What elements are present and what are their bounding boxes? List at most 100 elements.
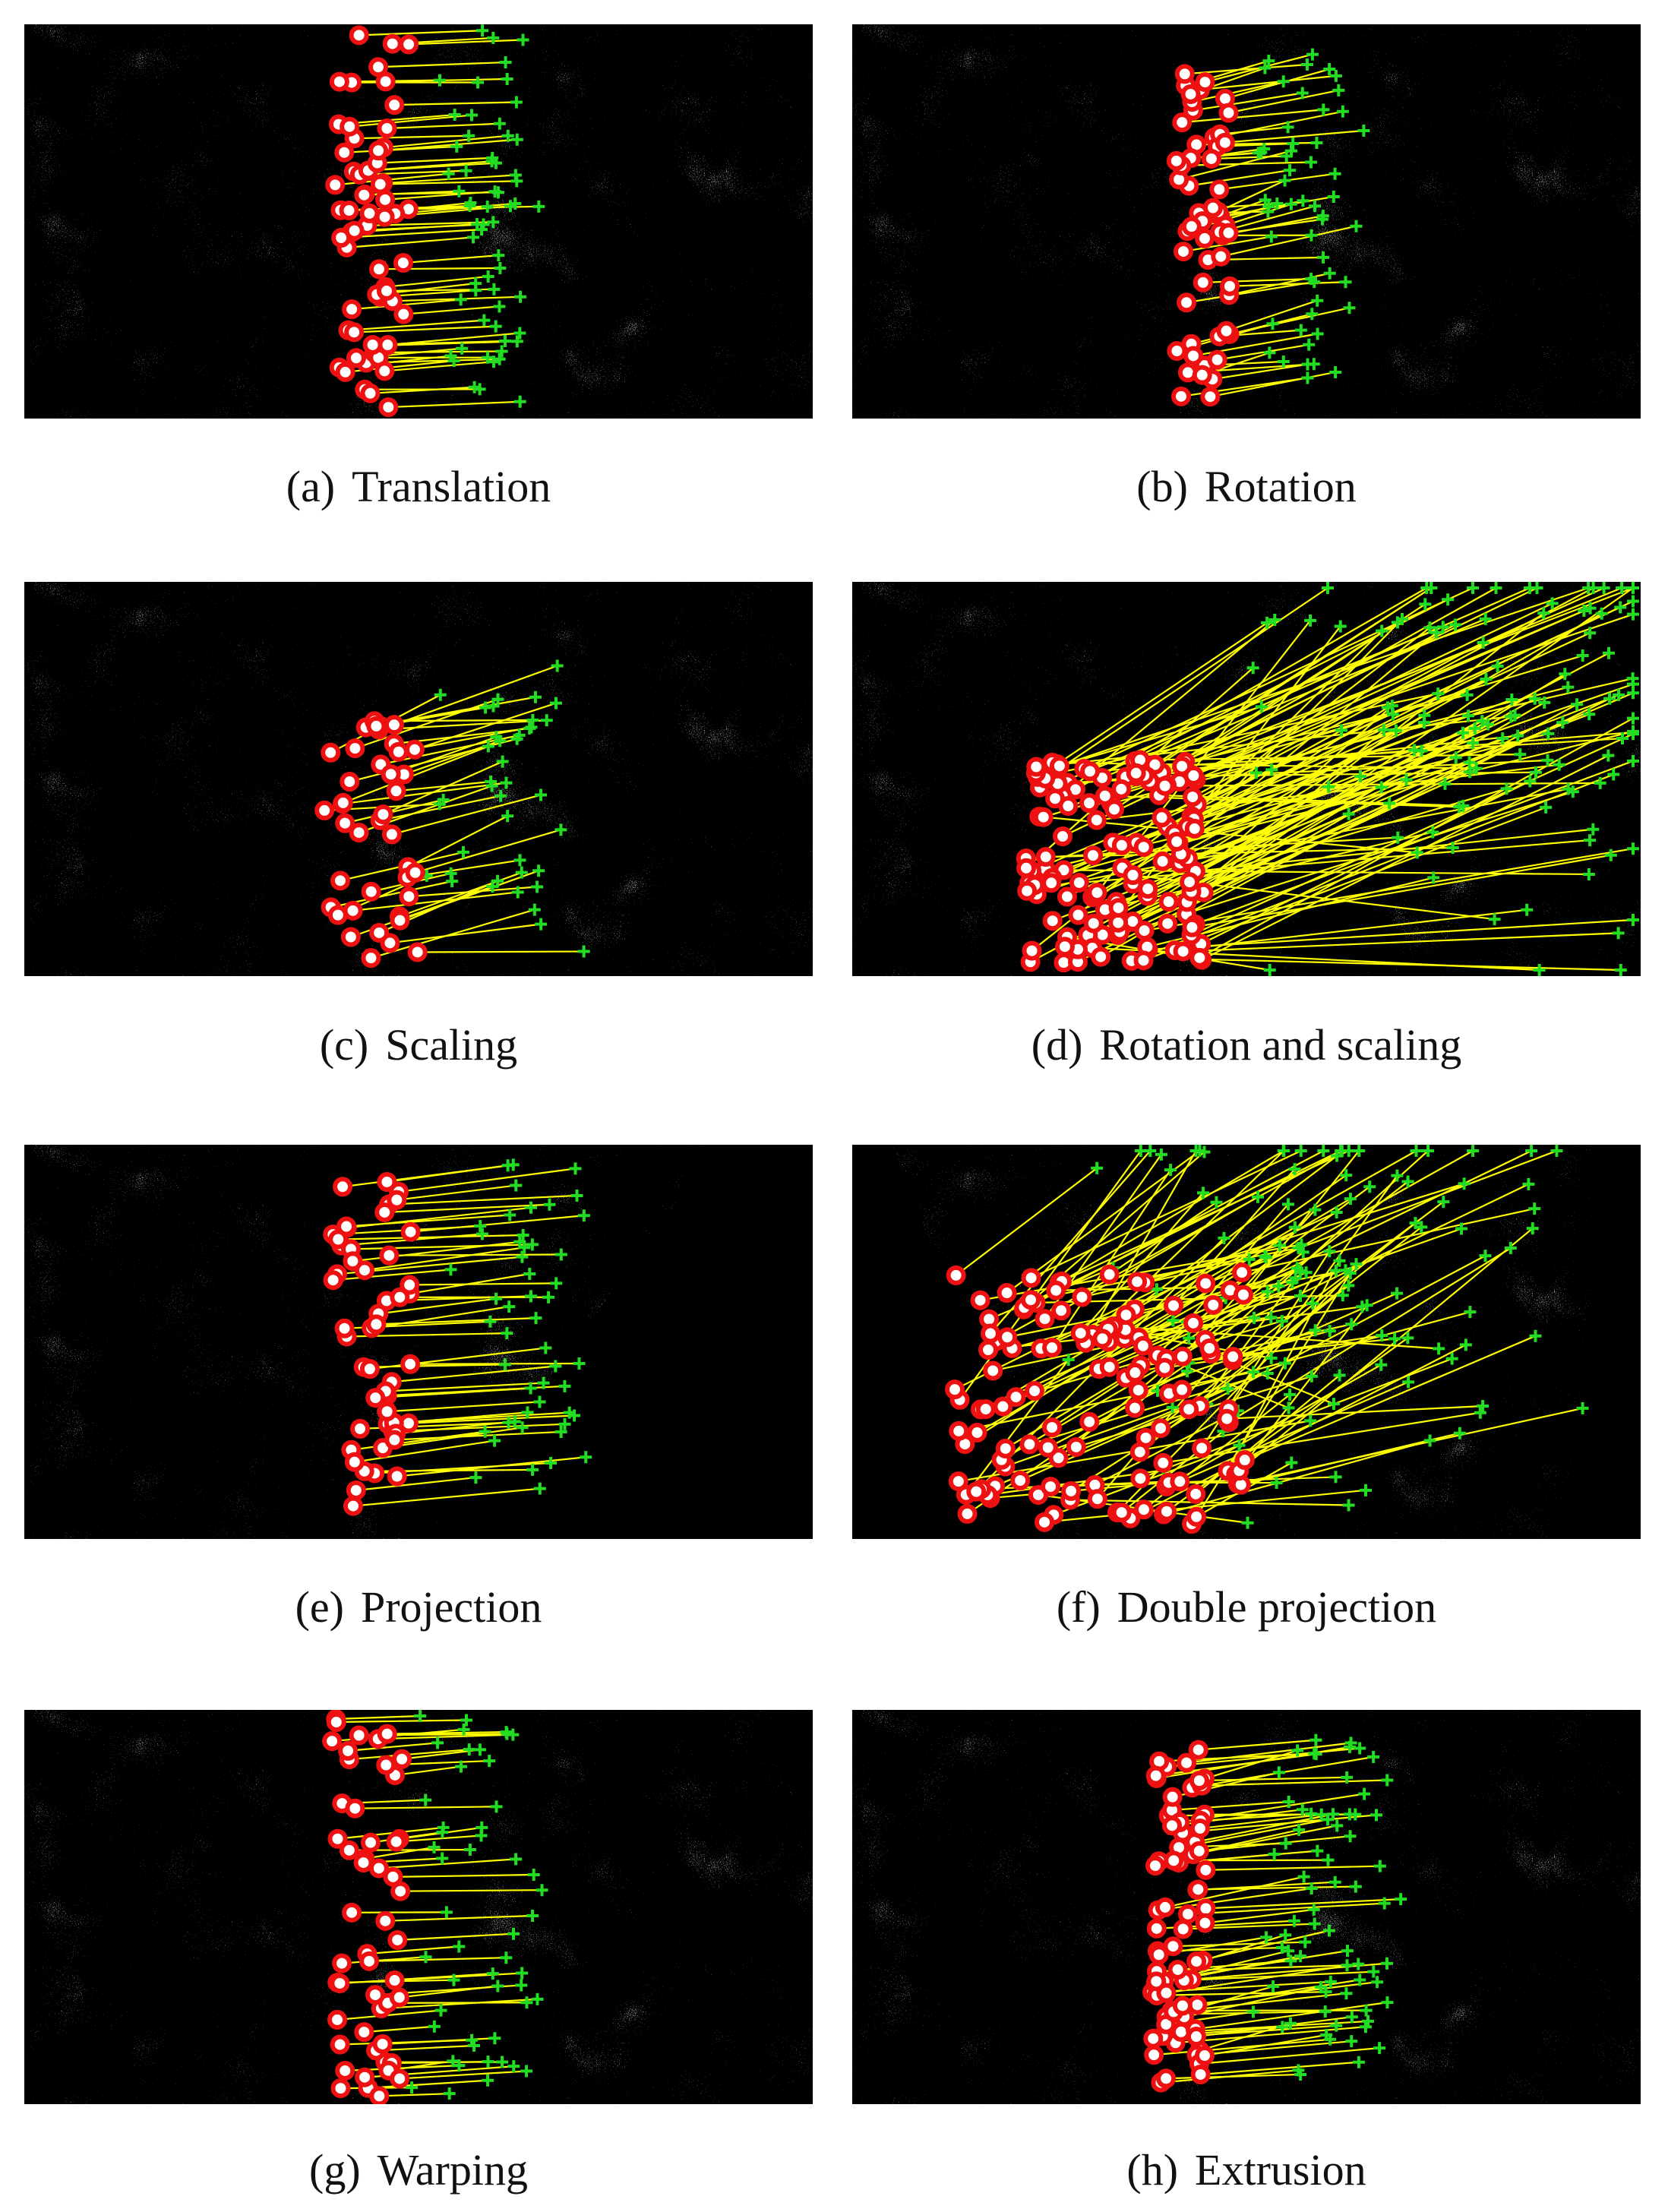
match-cross: [1340, 1169, 1353, 1182]
match-cross: [488, 185, 501, 198]
match-cross: [1284, 198, 1297, 210]
match-cross: [526, 1238, 539, 1251]
keypoint: [1203, 1294, 1224, 1315]
match-cross: [1322, 1924, 1335, 1937]
match-line: [1161, 631, 1437, 862]
match-line: [1060, 1196, 1259, 1312]
keypoint: [1195, 1913, 1215, 1933]
match-line: [1201, 958, 1621, 972]
keypoint: [1128, 1380, 1148, 1401]
match-line: [394, 1972, 523, 1982]
match-line: [1199, 2022, 1291, 2052]
match-line: [415, 829, 561, 874]
match-cross: [1197, 1187, 1210, 1199]
match-line: [1082, 1258, 1249, 1298]
match-cross: [1386, 708, 1399, 721]
match-cross: [1375, 781, 1388, 794]
keypoint: [1183, 787, 1203, 807]
keypoint: [383, 1866, 403, 1887]
caption-text: Translation: [352, 462, 551, 511]
match-line: [355, 1806, 497, 1809]
match-cross: [479, 701, 492, 714]
match-cross: [460, 164, 472, 177]
keypoint: [362, 334, 383, 355]
match-line: [1208, 1150, 1429, 1349]
match-cross: [1155, 1148, 1167, 1161]
keypoint: [1046, 1280, 1066, 1300]
keypoint: [1155, 776, 1175, 796]
keypoint: [1195, 228, 1215, 248]
match-line: [1155, 1753, 1316, 1777]
match-cross: [520, 2065, 533, 2078]
match-line: [1196, 1929, 1330, 1963]
match-cross: [489, 320, 502, 333]
match-line: [355, 1476, 476, 1492]
caption-label: (g): [309, 2145, 361, 2195]
match-line: [1205, 1908, 1314, 1924]
match-cross: [531, 880, 544, 893]
image-texture: [24, 1710, 813, 2104]
match-cross: [535, 918, 548, 931]
match-line: [1094, 1410, 1239, 1486]
match-line: [1192, 641, 1484, 798]
match-cross: [1286, 1276, 1299, 1289]
match-line: [333, 1269, 451, 1281]
match-cross: [1453, 1427, 1466, 1439]
keypoint: [1061, 1480, 1082, 1501]
match-line: [1199, 1835, 1351, 1852]
match-cross: [1285, 1456, 1298, 1469]
match-cross: [532, 200, 545, 213]
match-line: [955, 1167, 1098, 1276]
match-line: [1179, 1381, 1409, 1483]
keypoint: [330, 2034, 350, 2055]
match-cross: [1294, 2068, 1307, 2081]
match-line: [1201, 754, 1609, 961]
match-line: [385, 1914, 533, 1922]
keypoint: [1186, 2027, 1207, 2047]
keypoint: [1223, 1347, 1243, 1367]
match-cross: [1322, 1853, 1335, 1866]
match-line: [1044, 1489, 1366, 1523]
match-cross: [577, 1209, 590, 1222]
match-cross: [517, 33, 529, 46]
match-cross: [1358, 1787, 1371, 1800]
keypoint: [1188, 1740, 1208, 1760]
match-cross: [487, 216, 500, 229]
match-line: [1165, 1364, 1382, 1487]
sar-image: [852, 1710, 1641, 2104]
keypoint: [1166, 150, 1186, 171]
keypoint: [995, 1438, 1016, 1458]
match-cross: [1273, 1239, 1286, 1252]
match-cross: [1449, 618, 1462, 631]
keypoint: [1192, 365, 1212, 385]
keypoint: [369, 2086, 390, 2104]
keypoint: [1170, 1471, 1190, 1492]
match-line: [1224, 129, 1364, 144]
match-line: [400, 2070, 527, 2080]
match-cross: [1401, 1332, 1414, 1345]
keypoint: [997, 1283, 1017, 1304]
match-cross: [1263, 346, 1276, 359]
match-cross: [1328, 1875, 1341, 1888]
keypoint: [1233, 1285, 1253, 1305]
match-line: [387, 1401, 540, 1413]
match-cross: [488, 283, 501, 295]
matches: [314, 659, 590, 969]
match-cross: [1457, 726, 1470, 739]
match-cross: [1529, 1329, 1542, 1342]
match-cross: [467, 231, 480, 244]
keypoint: [343, 1496, 363, 1516]
match-cross: [1360, 2004, 1373, 2017]
match-line: [1188, 1226, 1422, 1411]
match-cross: [1261, 616, 1274, 629]
match-line: [387, 1730, 507, 1735]
match-cross: [1442, 593, 1455, 606]
keypoint: [390, 2068, 410, 2089]
keypoint: [1183, 346, 1204, 366]
match-cross: [468, 2040, 481, 2052]
match-cross: [493, 300, 506, 313]
match-line: [1205, 1865, 1380, 1871]
match-cross: [524, 1382, 537, 1395]
keypoint: [1217, 1408, 1237, 1429]
match-line: [417, 950, 584, 953]
